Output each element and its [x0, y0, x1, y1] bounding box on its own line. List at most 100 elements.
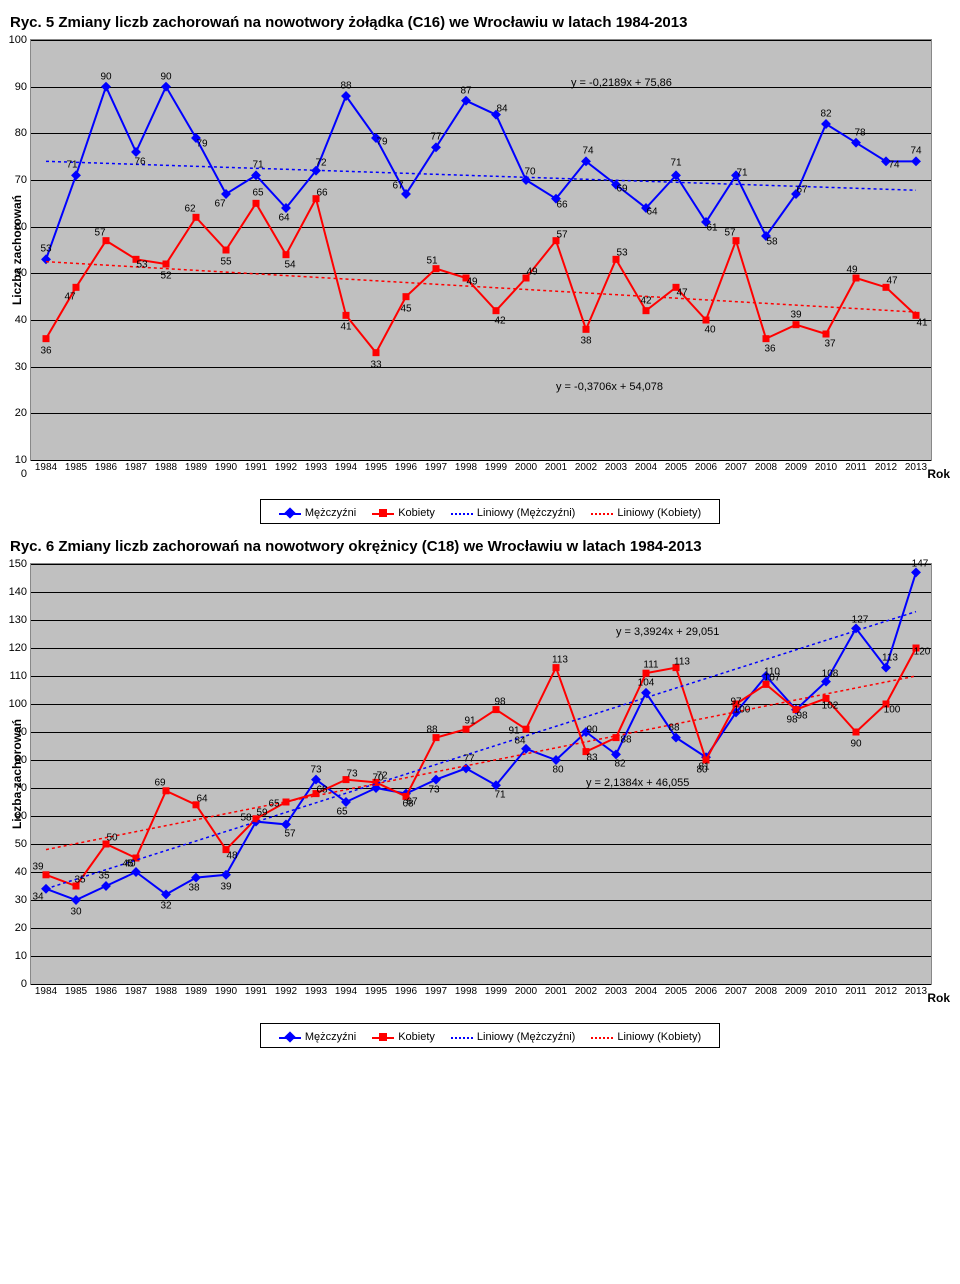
legend-item: Liniowy (Mężczyźni) [451, 507, 575, 519]
data-label: 87 [460, 85, 471, 96]
x-tick: 2003 [605, 984, 627, 997]
x-tick: 1998 [455, 984, 477, 997]
data-label: 88 [340, 81, 351, 92]
x-tick: 2007 [725, 460, 747, 473]
x-tick: 1988 [155, 984, 177, 997]
data-label: 111 [643, 660, 658, 671]
data-label: 47 [886, 276, 897, 287]
data-label: 74 [910, 146, 921, 157]
data-label: 70 [524, 167, 535, 178]
data-label: 41 [916, 318, 927, 329]
y-tick: 150 [9, 558, 31, 570]
data-label: 49 [526, 267, 537, 278]
data-label: 113 [882, 652, 898, 663]
y-tick: 130 [9, 614, 31, 626]
y-tick: 60 [15, 221, 31, 233]
data-label: 58 [240, 812, 251, 823]
data-label: 65 [252, 188, 263, 199]
y-tick: 0 [21, 468, 31, 480]
y-tick: 70 [15, 174, 31, 186]
x-tick: 2012 [875, 460, 897, 473]
data-label: 53 [136, 260, 147, 271]
data-label: 78 [854, 127, 865, 138]
data-label: 72 [315, 157, 326, 168]
data-label: 57 [94, 227, 105, 238]
legend-item: Mężczyźni [279, 1031, 356, 1043]
data-label: 71 [736, 168, 747, 179]
y-tick: 30 [15, 361, 31, 373]
x-tick: 2006 [695, 460, 717, 473]
data-label: 38 [580, 336, 591, 347]
data-label: 67 [406, 797, 417, 808]
x-tick: 1994 [335, 984, 357, 997]
x-tick: 2001 [545, 984, 567, 997]
data-label: 90 [160, 71, 171, 82]
x-tick: 1984 [35, 460, 57, 473]
data-label: 98 [796, 710, 807, 721]
x-tick: 2013 [905, 460, 927, 473]
y-tick: 50 [15, 267, 31, 279]
x-tick: 2005 [665, 460, 687, 473]
data-label: 58 [766, 237, 777, 248]
data-label: 64 [196, 793, 207, 804]
data-label: 104 [638, 677, 655, 688]
legend-item: Mężczyźni [279, 507, 356, 519]
data-label: 57 [556, 229, 567, 240]
x-tick: 1999 [485, 984, 507, 997]
x-tick: 1995 [365, 460, 387, 473]
x-tick: 2008 [755, 460, 777, 473]
data-label: 71 [66, 160, 77, 171]
data-label: 90 [586, 725, 597, 736]
y-tick: 80 [15, 127, 31, 139]
data-label: 100 [884, 705, 901, 716]
x-tick: 2004 [635, 984, 657, 997]
data-label: 69 [616, 183, 627, 194]
y-tick: 80 [15, 754, 31, 766]
data-label: 113 [674, 656, 690, 667]
data-label: 65 [268, 799, 279, 810]
data-label: 65 [336, 807, 347, 818]
y-tick: 10 [15, 950, 31, 962]
data-label: 55 [220, 257, 231, 268]
data-label: 108 [822, 668, 839, 679]
data-label: 84 [514, 735, 525, 746]
data-label: 53 [616, 248, 627, 259]
x-tick: 2010 [815, 460, 837, 473]
x-tick: 1989 [185, 984, 207, 997]
data-label: 66 [316, 187, 327, 198]
data-label: 35 [98, 871, 109, 882]
chart1-title: Ryc. 5 Zmiany liczb zachorowań na nowotw… [10, 14, 960, 31]
data-label: 88 [668, 722, 679, 733]
y-tick: 0 [21, 978, 31, 990]
x-tick: 1989 [185, 460, 207, 473]
data-label: 88 [620, 734, 631, 745]
data-label: 76 [134, 157, 145, 168]
x-tick: 1992 [275, 984, 297, 997]
data-label: 42 [494, 315, 505, 326]
y-tick: 90 [15, 726, 31, 738]
y-tick: 20 [15, 407, 31, 419]
data-label: 91 [508, 726, 519, 737]
x-tick: 2000 [515, 984, 537, 997]
y-tick: 100 [9, 698, 31, 710]
x-tick: 2003 [605, 460, 627, 473]
x-tick: 1996 [395, 460, 417, 473]
data-label: 127 [852, 615, 869, 626]
legend-item: Kobiety [372, 1031, 435, 1043]
data-label: 39 [32, 861, 43, 872]
data-label: 39 [220, 881, 231, 892]
y-tick: 40 [15, 314, 31, 326]
data-label: 68 [316, 784, 327, 795]
data-label: 62 [184, 204, 195, 215]
chart1-ylabel: Liczba zachorowań [10, 195, 24, 305]
y-tick: 70 [15, 782, 31, 794]
trend-equation: y = 2,1384x + 46,055 [586, 777, 689, 789]
x-tick: 1997 [425, 460, 447, 473]
data-label: 42 [640, 295, 651, 306]
x-tick: 1988 [155, 460, 177, 473]
x-tick: 2001 [545, 460, 567, 473]
trend-equation: y = -0,2189x + 75,86 [571, 77, 672, 89]
x-tick: 1993 [305, 984, 327, 997]
x-tick: 1999 [485, 460, 507, 473]
x-tick: 1996 [395, 984, 417, 997]
